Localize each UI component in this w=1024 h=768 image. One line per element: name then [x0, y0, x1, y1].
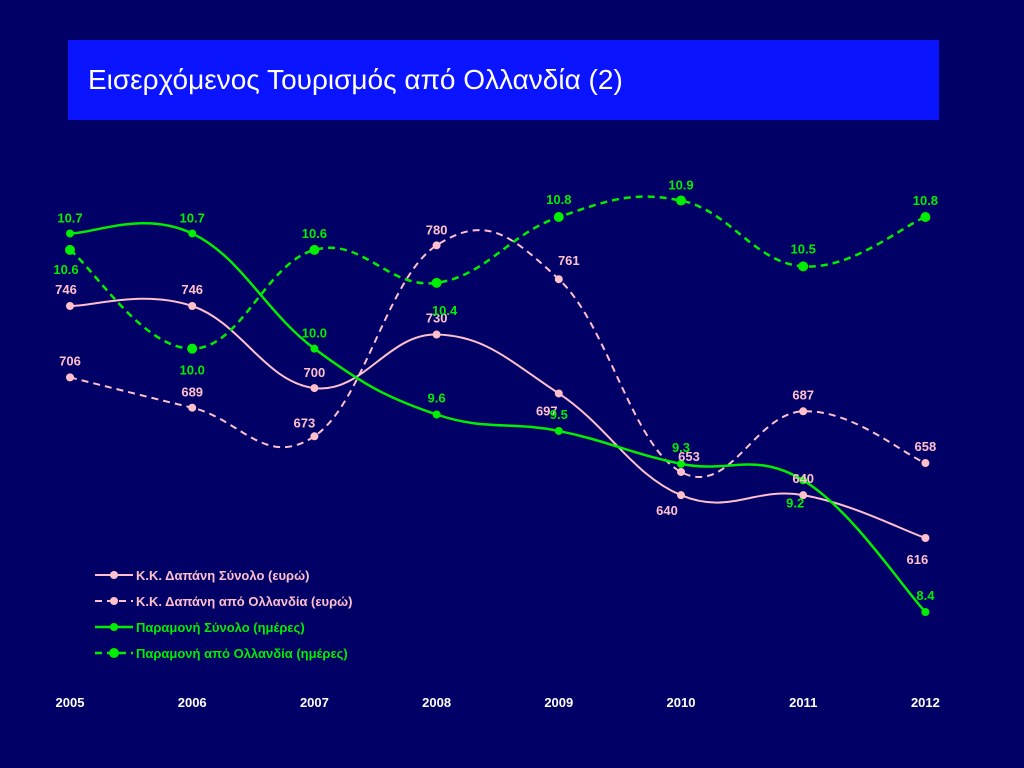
data-point: [921, 608, 930, 616]
data-point: [188, 229, 197, 238]
series-line-2: [69, 229, 926, 479]
x-tick-label: 2005: [56, 695, 85, 710]
legend-entry: Κ.Κ. Δαπάνη Σύνολο (ευρώ): [136, 568, 309, 583]
legend-marker: [109, 648, 119, 658]
data-point: [66, 229, 74, 238]
data-label: 640: [656, 503, 678, 518]
data-point: [309, 244, 320, 255]
x-axis-ticks: 2005 2006 2007 2008 2009 2010 2011 2012: [56, 695, 940, 710]
series-lines: [69, 195, 927, 613]
data-point: [921, 459, 930, 468]
data-point: [677, 459, 685, 468]
data-point: [554, 275, 563, 284]
data-label: 10.9: [668, 178, 693, 193]
page-title: Εισερχόμενος Τουρισμός από Ολλανδία (2): [88, 64, 623, 95]
data-label: 10.4: [432, 303, 458, 318]
x-tick-label: 2012: [911, 695, 940, 710]
x-tick-label: 2011: [789, 695, 817, 710]
data-label: 10.7: [57, 210, 82, 225]
data-point: [432, 410, 441, 419]
data-point: [188, 302, 197, 310]
data-point: [310, 344, 319, 353]
data-point: [431, 277, 442, 288]
data-label: 10.0: [302, 326, 327, 341]
legend-entry: Κ.Κ. Δαπάνη από Ολλανδία (ευρώ): [136, 594, 352, 609]
data-label: 10.8: [546, 192, 571, 207]
data-point: [66, 373, 74, 382]
x-tick-label: 2006: [178, 695, 207, 710]
data-point: [799, 491, 808, 500]
data-label: 10.6: [53, 262, 78, 277]
data-point: [432, 241, 441, 250]
data-point: [798, 261, 809, 272]
data-label: 706: [59, 353, 81, 368]
x-tick-label: 2008: [422, 695, 451, 710]
x-tick-label: 2009: [544, 695, 573, 710]
data-label: 10.8: [913, 193, 938, 208]
data-point: [66, 302, 74, 310]
data-point: [310, 384, 319, 393]
legend: Κ.Κ. Δαπάνη Σύνολο (ευρώ) Κ.Κ. Δαπάνη από…: [95, 568, 352, 661]
data-point: [920, 212, 931, 222]
data-point: [677, 467, 685, 476]
data-point: [799, 476, 808, 485]
data-label: 616: [907, 552, 929, 567]
data-label: 697: [536, 403, 558, 418]
x-tick-label: 2007: [300, 695, 329, 710]
data-label: 10.6: [302, 226, 327, 241]
data-label: 653: [678, 449, 700, 464]
data-label: 10.0: [180, 363, 205, 378]
data-label: 689: [181, 385, 203, 400]
data-label: 9.2: [786, 495, 804, 510]
data-point: [188, 403, 197, 412]
data-label: 700: [304, 365, 326, 380]
data-point: [310, 432, 319, 441]
series-line-4: [69, 195, 926, 350]
series-line-1: [69, 297, 926, 539]
data-label: 9.5: [550, 407, 568, 422]
data-point: [187, 343, 198, 354]
data-point: [65, 244, 75, 255]
data-label: 9.3: [672, 440, 690, 455]
series-points: [65, 195, 931, 616]
data-label: 761: [558, 253, 580, 268]
legend-marker: [110, 571, 118, 579]
legend-marker: [110, 623, 118, 631]
data-label: 658: [915, 439, 937, 454]
data-point: [554, 389, 563, 398]
legend-entry: Παραμονή από Ολλανδία (ημέρες): [136, 646, 348, 661]
data-label: 746: [181, 282, 203, 297]
data-point: [554, 426, 563, 435]
data-label: 673: [294, 415, 316, 430]
data-label: 9.6: [428, 391, 446, 406]
data-point: [677, 491, 685, 500]
data-label: 746: [55, 282, 77, 297]
data-point: [432, 330, 441, 339]
data-point: [799, 407, 808, 416]
data-label: 10.5: [791, 241, 816, 256]
data-point: [676, 195, 686, 206]
legend-entry: Παραμονή Σύνολο (ημέρες): [136, 620, 305, 635]
data-label: 780: [426, 222, 448, 237]
data-point: [553, 212, 564, 222]
legend-marker: [110, 597, 118, 605]
data-label: 730: [426, 311, 448, 326]
title-bar: Εισερχόμενος Τουρισμός από Ολλανδία (2): [68, 40, 939, 120]
data-label: 8.4: [916, 588, 935, 603]
data-label: 687: [792, 387, 814, 402]
data-label: 640: [792, 471, 814, 486]
data-label: 10.7: [180, 210, 205, 225]
data-labels: 746 746 700 730 697 640 640 616 706 689 673 780 761 6…: [53, 178, 938, 603]
x-tick-label: 2010: [667, 695, 696, 710]
data-point: [921, 534, 930, 542]
